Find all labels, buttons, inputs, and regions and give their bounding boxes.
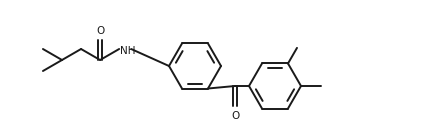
Text: O: O: [96, 26, 104, 36]
Text: NH: NH: [120, 46, 136, 56]
Text: O: O: [231, 111, 239, 121]
